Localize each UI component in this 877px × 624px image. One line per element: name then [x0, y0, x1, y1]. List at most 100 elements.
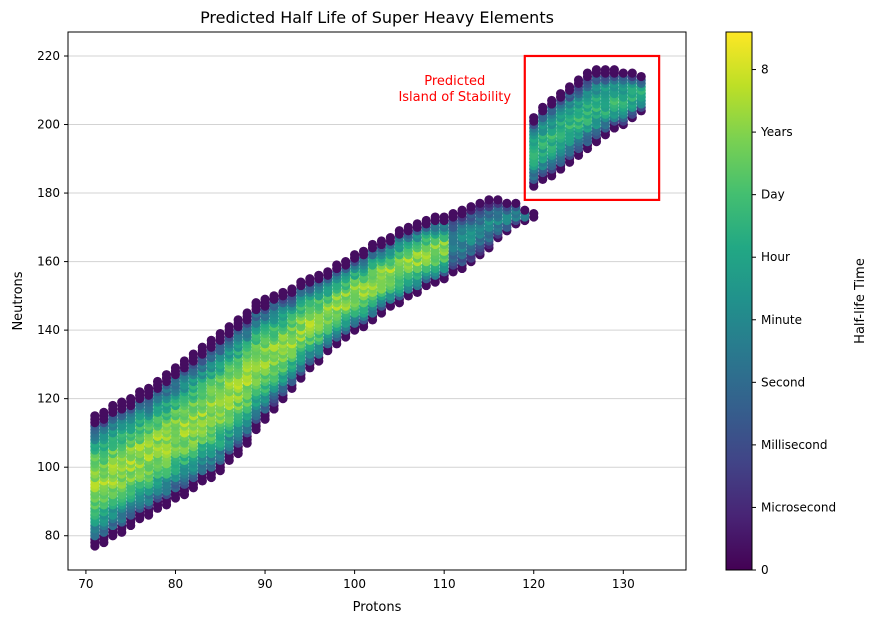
x-axis-label: Protons — [353, 600, 402, 615]
annotation-line-1: Predicted — [424, 74, 485, 89]
isotope-point — [421, 215, 431, 226]
isotope-point — [394, 226, 404, 236]
isotope-point — [627, 68, 637, 78]
colorbar-tick-label: Years — [760, 125, 793, 139]
colorbar-tick-label: Minute — [761, 313, 802, 327]
isotope-point — [278, 287, 288, 298]
isotope-point — [367, 239, 378, 250]
isotope-point — [170, 363, 181, 373]
isotope-point — [233, 315, 243, 325]
colorbar: 0 Microsecond Millisecond Second Minute Hour D… — [725, 31, 868, 577]
colorbar-tick-label: Millisecond — [761, 438, 828, 452]
isotope-point — [466, 202, 476, 212]
isotope-point — [385, 233, 396, 243]
y-axis-label: Neutrons — [11, 271, 26, 330]
isotope-point — [609, 65, 619, 75]
isotope-point — [179, 356, 190, 366]
data-points — [90, 65, 646, 551]
colorbar-tick-label: Hour — [761, 250, 790, 264]
isotope-point — [475, 198, 485, 208]
x-tick-label: 100 — [343, 577, 366, 591]
isotope-point — [135, 387, 145, 397]
plot-frame — [67, 31, 687, 571]
isotope-point — [412, 219, 422, 229]
isotope-point — [529, 209, 539, 219]
isotope-point — [556, 89, 566, 99]
island-of-stability-box — [523, 54, 661, 202]
isotope-point — [493, 195, 503, 205]
x-tick-label: 70 — [78, 577, 93, 591]
isotope-point — [582, 68, 593, 78]
isotope-point — [529, 113, 539, 123]
x-axis: 70 80 90 100 110 120 130 — [78, 570, 635, 591]
isotope-point — [126, 394, 136, 404]
y-tick-label: 120 — [37, 392, 60, 406]
colorbar-label: Half-life Time — [853, 258, 868, 344]
isotope-point — [618, 68, 628, 78]
isotope-point — [251, 298, 261, 308]
isotope-point — [600, 65, 610, 75]
y-tick-label: 140 — [37, 323, 60, 337]
isotope-point — [152, 376, 163, 387]
isotope-point — [350, 250, 360, 260]
isotope-point — [117, 397, 127, 407]
isotope-point — [457, 205, 467, 215]
isotope-point — [269, 291, 279, 301]
isotope-point — [206, 335, 216, 346]
isotope-point — [108, 400, 118, 411]
annotation-line-2: Island of Stability — [398, 90, 511, 105]
isotope-point — [224, 322, 234, 332]
x-tick-label: 80 — [168, 577, 183, 591]
isotope-point — [332, 260, 342, 270]
isotope-point — [215, 328, 225, 339]
isotope-point — [511, 198, 521, 208]
x-tick-label: 120 — [522, 577, 545, 591]
isotope-point — [573, 75, 584, 85]
colorbar-gradient — [725, 31, 753, 571]
isotope-point — [564, 82, 575, 92]
isotope-point — [323, 267, 333, 277]
isotope-point — [358, 246, 369, 256]
y-tick-label: 100 — [37, 460, 60, 474]
chart-title: Predicted Half Life of Super Heavy Eleme… — [200, 8, 554, 27]
isotope-point — [260, 294, 270, 304]
x-tick-label: 130 — [612, 577, 635, 591]
isotope-point — [430, 212, 440, 222]
isotope-point — [502, 198, 512, 208]
isotope-point — [197, 342, 207, 352]
x-tick-label: 110 — [433, 577, 456, 591]
isotope-point — [376, 236, 387, 246]
colorbar-tick-label: 0 — [761, 563, 769, 577]
isotope-point — [90, 411, 100, 421]
isotope-point — [403, 222, 413, 232]
colorbar-ticks: 0 Microsecond Millisecond Second Minute Hour D… — [752, 63, 836, 577]
isotope-point — [484, 195, 494, 205]
isotope-point — [161, 370, 172, 380]
isotope-point — [439, 212, 449, 222]
x-tick-label: 90 — [257, 577, 272, 591]
isotope-point — [547, 95, 557, 106]
colorbar-tick-label: Second — [761, 375, 805, 389]
colorbar-tick-label: Day — [761, 188, 785, 202]
y-axis: 80 100 120 140 160 180 200 220 — [37, 49, 68, 543]
isotope-point — [144, 383, 154, 393]
y-tick-label: 220 — [37, 49, 60, 63]
isotope-point — [591, 65, 602, 75]
isotope-point — [538, 102, 548, 112]
isotope-point — [448, 209, 458, 219]
isotope-point — [305, 274, 315, 284]
isotope-point — [296, 277, 306, 287]
isotope-point — [242, 308, 252, 318]
y-tick-label: 200 — [37, 118, 60, 132]
isotope-point — [188, 349, 198, 359]
isotope-point — [341, 256, 351, 267]
y-tick-label: 80 — [45, 529, 60, 543]
isotope-point — [99, 407, 109, 417]
isotope-point — [636, 71, 646, 82]
isotope-point — [520, 205, 530, 215]
colorbar-tick-label: 8 — [761, 63, 769, 77]
plot-area: Predicted Island of Stability — [67, 31, 687, 571]
colorbar-tick-label: Microsecond — [761, 500, 836, 514]
isotope-point — [314, 270, 324, 280]
